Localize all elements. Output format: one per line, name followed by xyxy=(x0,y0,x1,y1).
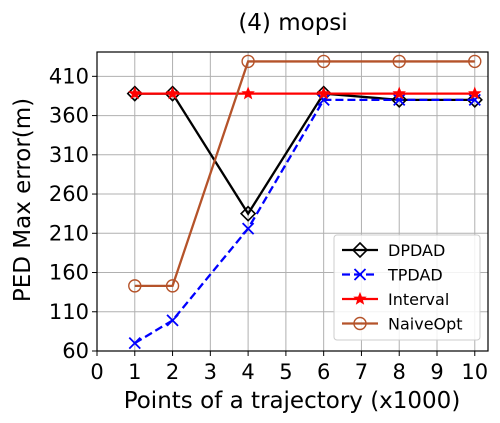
legend: DPDAD TPDAD Interval NaiveOpt xyxy=(333,234,481,341)
plot-frame xyxy=(96,51,489,352)
data-point-tpdad xyxy=(166,314,179,327)
legend-item-naiveopt: NaiveOpt xyxy=(342,315,463,334)
legend-item-tpdad: TPDAD xyxy=(342,266,443,285)
y-tick-label: 110 xyxy=(49,300,89,324)
data-point-tpdad xyxy=(468,93,481,107)
series-dpdad xyxy=(126,85,483,222)
y-tick-labels: 60 110 160 210 260 310 360 410 xyxy=(49,64,97,363)
legend-label: TPDAD xyxy=(387,266,443,285)
x-tick-label: 4 xyxy=(241,360,254,384)
legend-marker xyxy=(351,241,369,259)
x-tick-labels: 0 1 2 3 4 5 6 7 8 9 10 xyxy=(90,351,488,384)
x-tick-label: 3 xyxy=(204,360,217,384)
y-tick-label: 60 xyxy=(62,339,89,363)
data-point-tpdad xyxy=(241,222,255,235)
y-tick-label: 310 xyxy=(49,143,89,167)
y-tick-label: 160 xyxy=(49,261,89,285)
y-tick-label: 260 xyxy=(49,182,89,206)
series-interval xyxy=(128,86,482,100)
y-tick-label: 410 xyxy=(49,64,89,88)
x-tick-label: 5 xyxy=(279,360,292,384)
data-point-dpdad xyxy=(466,91,483,109)
legend-marker xyxy=(353,291,367,305)
data-point-interval xyxy=(241,86,255,100)
data-point-tpdad xyxy=(317,93,330,107)
data-point-dpdad xyxy=(164,85,181,102)
data-point-interval xyxy=(468,86,482,100)
legend-marker xyxy=(353,316,367,331)
data-point-interval xyxy=(165,86,180,100)
series-naiveopt xyxy=(128,54,482,293)
x-tick-label: 9 xyxy=(430,360,443,384)
x-tick-label: 10 xyxy=(461,360,488,384)
x-tick-label: 1 xyxy=(128,360,141,384)
legend-item-dpdad: DPDAD xyxy=(342,241,445,260)
data-point-interval xyxy=(316,86,331,100)
data-point-interval xyxy=(128,86,142,100)
series-line-dpdad xyxy=(134,92,475,216)
legend-box xyxy=(333,234,481,341)
x-tick-label: 6 xyxy=(317,360,330,384)
x-tick-label: 0 xyxy=(90,360,103,384)
legend-label: Interval xyxy=(388,290,449,309)
data-point-dpdad xyxy=(391,91,408,109)
y-tick-label: 360 xyxy=(49,104,89,128)
data-point-naiveopt xyxy=(165,279,180,293)
data-point-tpdad xyxy=(393,93,406,107)
data-point-naiveopt xyxy=(241,54,255,69)
legend-item-interval: Interval xyxy=(342,290,449,309)
series-layer xyxy=(126,54,483,350)
data-point-interval xyxy=(392,86,406,100)
legend-marker xyxy=(353,268,367,281)
legend-label: DPDAD xyxy=(388,241,445,260)
data-point-naiveopt xyxy=(128,279,142,293)
data-point-naiveopt xyxy=(468,54,482,69)
y-tick-label: 210 xyxy=(49,221,89,245)
x-tick-label: 7 xyxy=(355,360,368,384)
data-point-dpdad xyxy=(239,205,257,222)
series-tpdad xyxy=(128,93,481,350)
series-line-tpdad xyxy=(134,98,475,345)
x-tick-label: 8 xyxy=(393,360,406,384)
y-axis-label: PED Max error(m) xyxy=(10,98,36,302)
chart-title: (4) mopsi xyxy=(238,10,347,36)
data-point-dpdad xyxy=(126,85,143,102)
legend-label: NaiveOpt xyxy=(388,315,463,334)
data-point-naiveopt xyxy=(392,54,406,69)
data-point-tpdad xyxy=(128,337,141,350)
x-tick-label: 2 xyxy=(166,360,179,384)
x-axis-label: Points of a trajectory (x1000) xyxy=(124,388,461,414)
data-point-naiveopt xyxy=(316,54,331,69)
